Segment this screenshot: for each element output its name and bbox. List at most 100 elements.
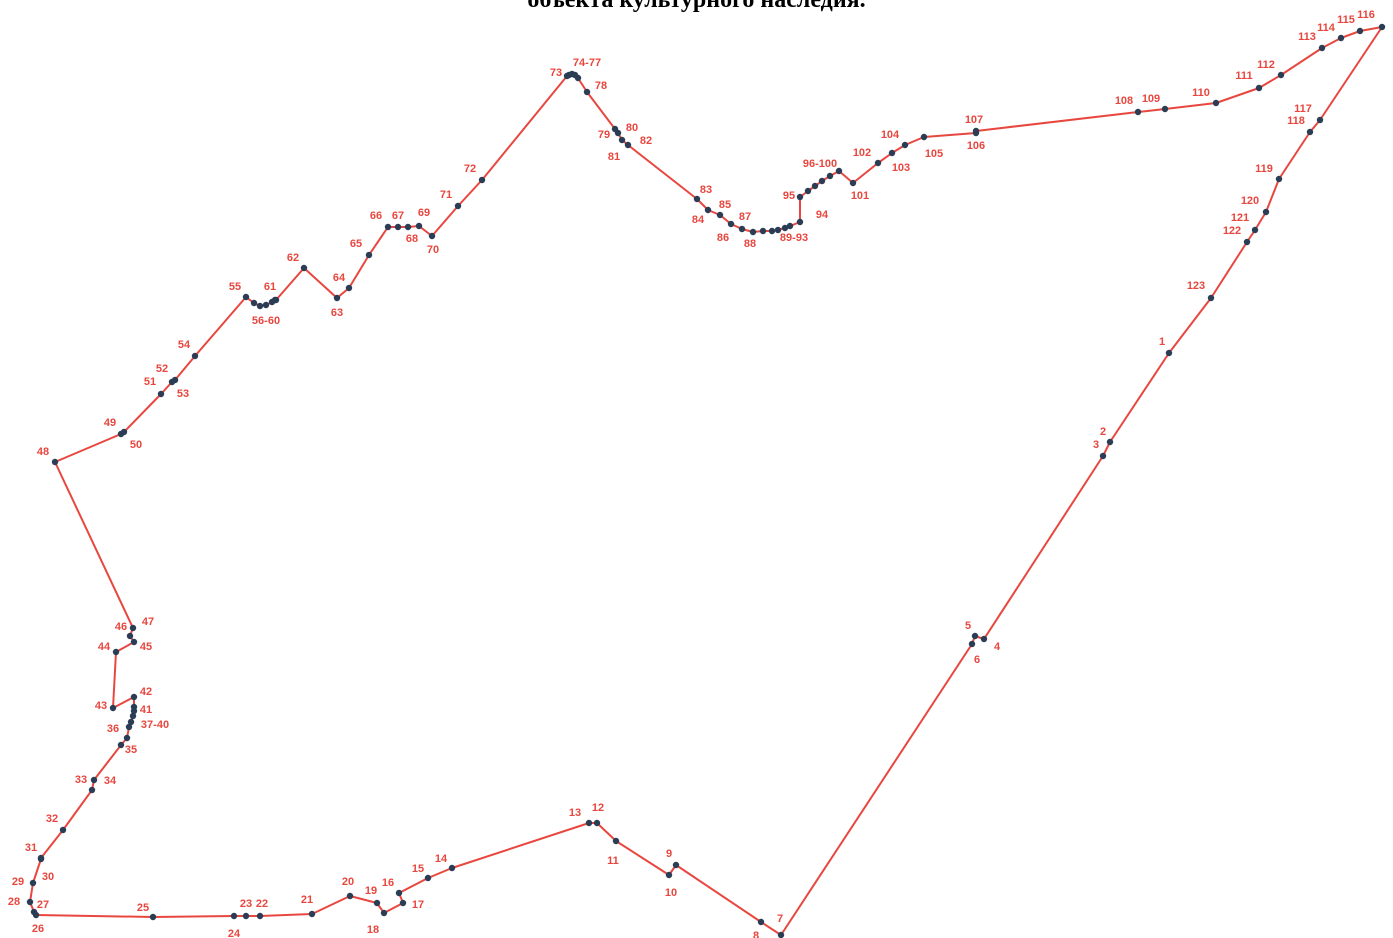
point-label-28: 28 [8,896,20,908]
boundary-point-80 [614,129,622,137]
boundary-point-72 [478,176,486,184]
boundary-point-31 [37,854,45,862]
point-label-50: 50 [130,439,142,451]
boundary-point-17 [399,899,407,907]
point-label-34: 34 [104,775,117,787]
boundary-point-56 [250,299,258,307]
boundary-point-61 [272,296,280,304]
boundary-point-44 [112,648,120,656]
boundary-point-89 [759,227,767,235]
boundary-point-2 [1106,438,1114,446]
boundary-point-123 [1207,294,1215,302]
point-label-49: 49 [104,417,116,429]
boundary-point-12 [593,819,601,827]
point-label-12: 12 [592,802,604,814]
boundary-point-25 [149,913,157,921]
boundary-point-53 [171,376,179,384]
boundary-point-82 [624,141,632,149]
boundary-point-64 [345,284,353,292]
boundary-point-90 [768,227,776,235]
point-label-114: 114 [1317,22,1336,34]
point-label-66: 66 [370,210,382,222]
boundary-point-15 [424,874,432,882]
boundary-point-109 [1161,105,1169,113]
boundary-point-94 [796,218,804,226]
boundary-point-20 [346,892,354,900]
boundary-point-115 [1356,27,1364,35]
point-label-42: 42 [140,686,152,698]
point-label-30: 30 [42,871,54,883]
point-label-41: 41 [140,704,152,716]
point-label-11: 11 [607,855,619,867]
point-label-105: 105 [925,148,943,160]
point-label-48: 48 [37,446,49,458]
boundary-point-9 [672,861,680,869]
boundary-point-108 [1134,108,1142,116]
boundary-point-121 [1251,226,1259,234]
boundary-point-104 [901,141,909,149]
point-label-7: 7 [777,913,783,925]
boundary-point-110 [1212,99,1220,107]
point-label-20: 20 [342,876,354,888]
point-label-68: 68 [406,233,418,245]
boundary-point-34 [90,776,98,784]
boundary-point-51 [157,390,165,398]
point-label-108: 108 [1115,95,1133,107]
point-label-17: 17 [412,899,424,911]
boundary-point-37 [125,723,133,731]
boundary-point-66 [384,223,392,231]
point-label-45: 45 [140,641,152,653]
boundary-point-4 [980,635,988,643]
boundary-point-38 [127,718,135,726]
point-label-26: 26 [32,923,44,935]
point-label-31: 31 [25,842,37,854]
boundary-point-95 [796,193,804,201]
boundary-point-54 [191,352,199,360]
boundary-point-122 [1243,238,1251,246]
point-label-37-40: 37-40 [141,719,169,731]
point-label-111: 111 [1235,70,1252,82]
boundary-point-70 [428,232,436,240]
point-label-52: 52 [156,363,168,375]
point-label-78: 78 [595,80,607,92]
point-label-80: 80 [626,122,638,134]
point-label-33: 33 [75,774,87,786]
point-label-69: 69 [418,207,430,219]
boundary-point-18 [380,909,388,917]
boundary-point-71 [454,202,462,210]
boundary-point-67 [394,223,402,231]
point-label-25: 25 [137,902,149,914]
boundary-point-92 [781,224,789,232]
boundary-point-85 [716,211,724,219]
point-label-22: 22 [256,898,268,910]
point-label-83: 83 [700,184,712,196]
site-boundary-line [29,26,1383,936]
boundary-point-103 [888,149,896,157]
point-label-16: 16 [382,877,394,889]
boundary-point-45 [130,638,138,646]
point-label-61: 61 [264,281,276,293]
boundary-point-27 [30,908,38,916]
point-label-88: 88 [744,238,756,250]
point-label-82: 82 [640,135,652,147]
point-label-1: 1 [1159,336,1165,348]
point-label-109: 109 [1142,93,1160,105]
point-label-104: 104 [881,129,900,141]
point-label-71: 71 [440,189,452,201]
boundary-point-99 [826,172,834,180]
boundary-point-114 [1337,34,1345,42]
point-label-63: 63 [331,307,343,319]
point-label-74-77: 74-77 [573,57,601,69]
boundary-point-22 [256,912,264,920]
boundary-point-63 [333,294,341,302]
point-label-84: 84 [692,214,705,226]
point-label-101: 101 [851,190,869,202]
point-label-123: 123 [1187,280,1205,292]
boundary-point-42 [130,693,138,701]
point-label-13: 13 [569,807,581,819]
point-label-56-60: 56-60 [252,315,280,327]
boundary-point-113 [1318,44,1326,52]
point-label-94: 94 [816,209,829,221]
point-label-32: 32 [46,813,58,825]
